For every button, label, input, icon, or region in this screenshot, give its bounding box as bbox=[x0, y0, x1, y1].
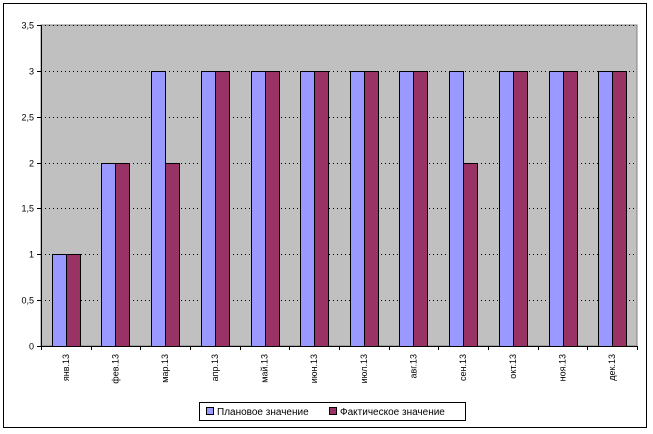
bar-actual bbox=[612, 71, 627, 347]
x-tick-label: авг.13 bbox=[409, 354, 419, 378]
x-tick-label: мар.13 bbox=[160, 354, 170, 383]
y-tick-label: 1,5 bbox=[21, 204, 34, 214]
bar-actual bbox=[314, 71, 329, 347]
x-tick-label: фев.13 bbox=[111, 354, 121, 384]
y-tick-label: 1 bbox=[29, 250, 34, 260]
bar-actual bbox=[364, 71, 379, 347]
y-tick-label: 3 bbox=[29, 67, 34, 77]
bar-plan bbox=[300, 71, 315, 347]
bar-actual bbox=[463, 163, 478, 347]
x-axis-ticks: янв.13 фев.13 мар.13 апр.13 май.13 июн.13 июл.… bbox=[61, 354, 617, 384]
bar-actual bbox=[413, 71, 428, 347]
plot-area bbox=[40, 24, 638, 347]
axes bbox=[37, 25, 638, 350]
bar-actual bbox=[66, 254, 81, 347]
x-tick-label: окт.13 bbox=[508, 354, 518, 379]
grid-lines bbox=[41, 25, 637, 301]
bar-plan bbox=[549, 71, 564, 347]
y-tick-label: 2,5 bbox=[21, 113, 34, 123]
legend-label: Плановое значение bbox=[217, 407, 309, 418]
y-tick-label: 0,5 bbox=[21, 296, 34, 306]
bar-plan bbox=[251, 71, 266, 347]
bar-plan bbox=[151, 71, 166, 347]
bar-plan bbox=[499, 71, 514, 347]
bar-actual bbox=[265, 71, 280, 347]
x-tick-label: апр.13 bbox=[210, 354, 220, 381]
bar-actual bbox=[215, 71, 230, 347]
bar-actual bbox=[563, 71, 578, 347]
bars bbox=[52, 71, 627, 347]
bar-actual bbox=[165, 163, 180, 347]
x-tick-label: сен.13 bbox=[458, 354, 468, 381]
y-axis-ticks: 0 0,5 1 1,5 2 2,5 3 3,5 bbox=[21, 21, 34, 352]
x-tick-label: дек.13 bbox=[607, 354, 617, 381]
bar-plan bbox=[598, 71, 613, 347]
y-tick-label: 3,5 bbox=[21, 21, 34, 31]
y-tick-label: 2 bbox=[29, 159, 34, 169]
x-tick-label: янв.13 bbox=[61, 354, 71, 381]
bar-plan bbox=[52, 254, 67, 347]
x-tick-label: ноя.13 bbox=[558, 354, 568, 381]
y-tick-label: 0 bbox=[29, 342, 34, 352]
bar-plan bbox=[449, 71, 464, 347]
legend-swatch bbox=[329, 407, 337, 415]
x-tick-label: июл.13 bbox=[359, 354, 369, 383]
legend: Плановое значение Фактическое значение bbox=[199, 402, 466, 421]
bar-plan bbox=[201, 71, 216, 347]
bar-plan bbox=[399, 71, 414, 347]
x-tick-label: май.13 bbox=[260, 354, 270, 383]
legend-label: Фактическое значение bbox=[340, 407, 445, 418]
bar-plan bbox=[101, 163, 116, 347]
bar-actual bbox=[513, 71, 528, 347]
bar-actual bbox=[115, 163, 130, 347]
legend-swatch bbox=[206, 407, 214, 415]
bar-plan bbox=[350, 71, 365, 347]
plot-background bbox=[40, 24, 638, 347]
x-tick-label: июн.13 bbox=[309, 354, 319, 383]
